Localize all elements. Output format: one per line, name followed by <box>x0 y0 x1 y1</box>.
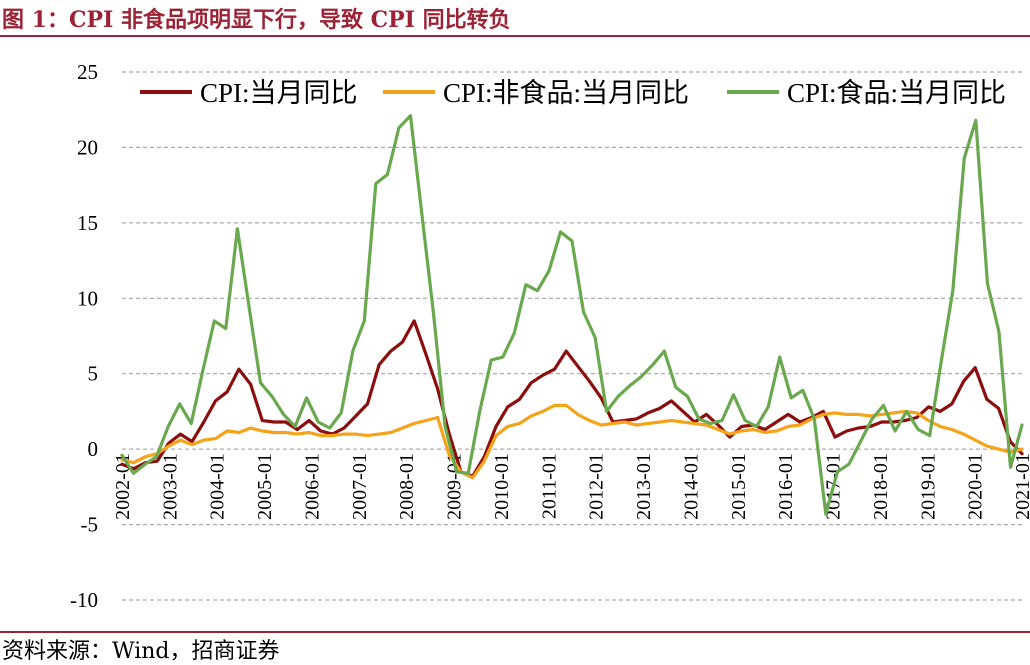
x-tick-label: 2019-01 <box>917 453 939 520</box>
series-lines <box>120 114 1024 516</box>
nonfood-series-line <box>120 403 1024 480</box>
figure-title: 图 1：CPI 非食品项明显下行，导致 CPI 同比转负 <box>2 7 511 33</box>
y-tick-label: 10 <box>77 286 98 310</box>
x-tick-label: 2006-01 <box>301 453 323 520</box>
source-note: 资料来源：Wind，招商证券 <box>2 639 280 664</box>
y-tick-label: 25 <box>77 60 98 84</box>
x-axis: 2002-01 2003-01 2004-01 2005-01 2006-01 2007-… <box>112 453 1030 520</box>
x-tick-label: 2020-01 <box>965 453 987 520</box>
y-tick-label: 15 <box>77 211 98 235</box>
x-tick-label: 2002-01 <box>112 453 134 520</box>
x-tick-label: 2003-01 <box>159 453 181 520</box>
food-series-line <box>120 114 1024 516</box>
x-tick-label: 2015-01 <box>728 453 750 520</box>
x-tick-label: 2004-01 <box>207 453 229 520</box>
y-tick-label: -10 <box>70 588 98 612</box>
legend-label: CPI:食品:当月同比 <box>787 78 1006 108</box>
y-axis: 25 20 15 10 5 0 -5 -10 <box>70 60 98 612</box>
x-tick-label: 2008-01 <box>396 453 418 520</box>
legend-label: CPI:当月同比 <box>200 78 358 108</box>
x-tick-label: 2007-01 <box>349 453 371 520</box>
x-tick-label: 2014-01 <box>680 453 702 520</box>
legend-label: CPI:非食品:当月同比 <box>443 78 689 108</box>
x-tick-label: 2005-01 <box>254 453 276 520</box>
title-rule <box>0 35 1030 37</box>
gridlines <box>122 71 1022 601</box>
x-tick-label: 2013-01 <box>633 453 655 520</box>
x-tick-label: 2018-01 <box>870 453 892 520</box>
y-tick-label: -5 <box>81 513 99 537</box>
x-tick-label: 2010-01 <box>491 453 513 520</box>
legend: CPI:当月同比 CPI:非食品:当月同比 CPI:食品:当月同比 <box>140 78 1006 108</box>
x-tick-label: 2012-01 <box>586 453 608 520</box>
x-tick-label: 2016-01 <box>775 453 797 520</box>
x-tick-label: 2021-01 <box>1012 453 1030 520</box>
y-tick-label: 5 <box>88 362 99 386</box>
y-tick-label: 20 <box>77 135 98 159</box>
x-tick-label: 2011-01 <box>538 453 560 519</box>
source-rule <box>0 631 1030 633</box>
cpi-series-line <box>120 319 1024 478</box>
y-tick-label: 0 <box>88 437 99 461</box>
